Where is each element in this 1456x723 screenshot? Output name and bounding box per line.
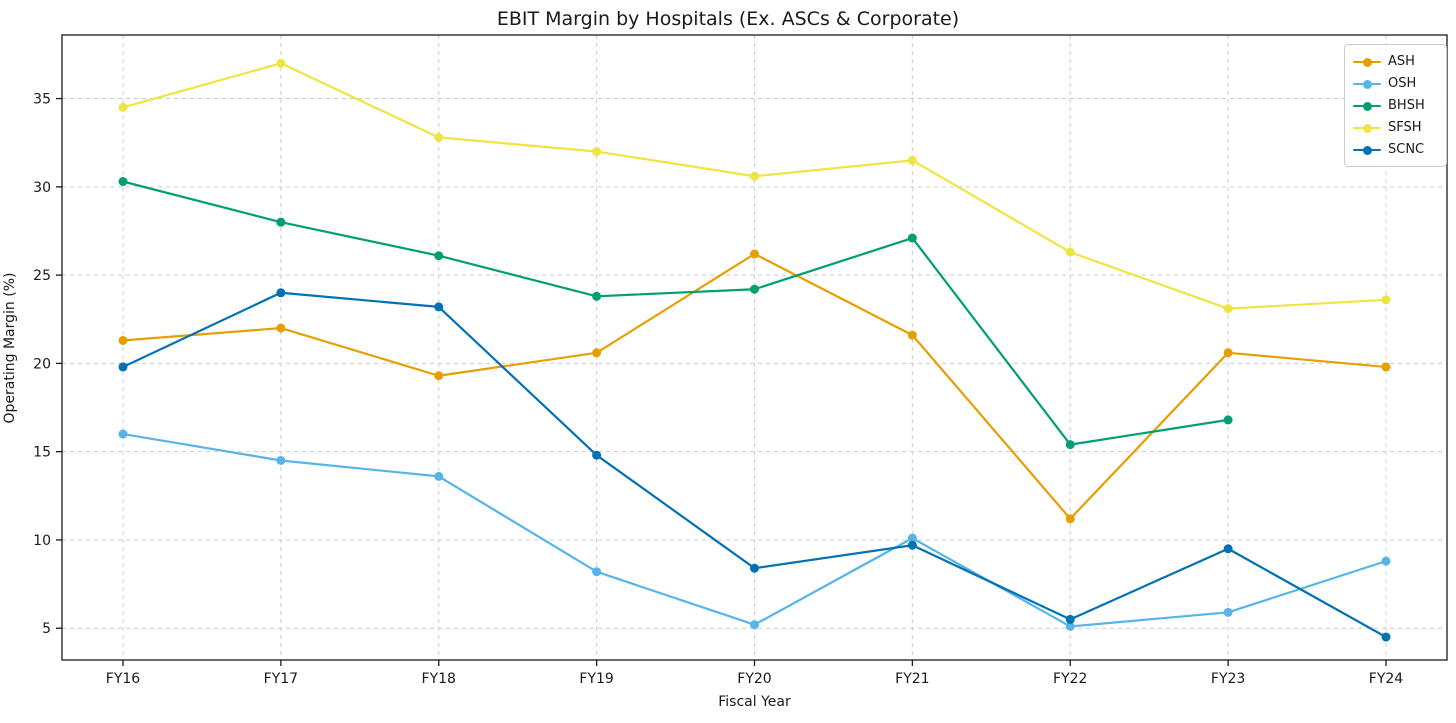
series-marker-ASH-FY22 bbox=[1065, 514, 1075, 524]
series-marker-BHSH-FY20 bbox=[750, 284, 759, 294]
series-marker-SCNC-FY20 bbox=[750, 563, 759, 573]
legend: ASH OSH BHSH SFSH SCNC bbox=[1344, 44, 1447, 167]
x-tick-label: FY17 bbox=[264, 671, 298, 687]
legend-swatch-icon bbox=[1353, 101, 1381, 111]
x-tick-label: FY19 bbox=[579, 671, 613, 687]
series-marker-SFSH-FY23 bbox=[1223, 304, 1233, 314]
legend-item-SCNC: SCNC bbox=[1353, 139, 1438, 161]
x-tick-label: FY23 bbox=[1211, 671, 1245, 687]
series-marker-SFSH-FY18 bbox=[434, 132, 444, 142]
series-marker-BHSH-FY21 bbox=[907, 233, 917, 243]
series-marker-OSH-FY24 bbox=[1381, 556, 1391, 566]
legend-item-SFSH: SFSH bbox=[1353, 117, 1438, 139]
series-line-SCNC bbox=[122, 291, 1387, 639]
series-marker-SFSH-FY24 bbox=[1381, 295, 1391, 305]
legend-label: BHSH bbox=[1388, 98, 1425, 113]
y-tick-label: 15 bbox=[33, 445, 51, 461]
series-marker-SCNC-FY17 bbox=[276, 288, 286, 298]
y-tick-label: 20 bbox=[33, 356, 51, 372]
series-line-BHSH bbox=[122, 180, 1229, 446]
x-tick-label: FY22 bbox=[1053, 671, 1087, 687]
series-marker-SCNC-FY24 bbox=[1381, 632, 1391, 642]
legend-item-BHSH: BHSH bbox=[1353, 95, 1438, 117]
y-tick-label: 5 bbox=[42, 621, 51, 637]
legend-swatch-icon bbox=[1353, 145, 1381, 155]
series-marker-ASH-FY21 bbox=[907, 330, 917, 340]
x-tick-label: FY18 bbox=[422, 671, 456, 687]
series-marker-ASH-FY17 bbox=[276, 323, 286, 333]
series-marker-ASH-FY23 bbox=[1223, 348, 1233, 358]
y-tick-label: 35 bbox=[33, 92, 51, 108]
series-marker-SCNC-FY19 bbox=[592, 450, 602, 460]
y-axis-label: Operating Margin (%) bbox=[2, 272, 18, 424]
x-tick-label: FY21 bbox=[895, 671, 929, 687]
legend-label: ASH bbox=[1388, 54, 1415, 69]
legend-item-OSH: OSH bbox=[1353, 73, 1438, 95]
series-marker-OSH-FY23 bbox=[1223, 607, 1233, 617]
series-marker-ASH-FY16 bbox=[118, 335, 128, 345]
series-marker-SFSH-FY21 bbox=[907, 155, 917, 165]
x-tick-label: FY16 bbox=[106, 671, 141, 687]
x-tick-label: FY24 bbox=[1369, 671, 1404, 687]
series-marker-SCNC-FY22 bbox=[1065, 614, 1075, 624]
series-marker-SFSH-FY20 bbox=[750, 171, 759, 181]
y-tick-label: 25 bbox=[33, 268, 51, 284]
series-marker-OSH-FY22 bbox=[1065, 621, 1075, 631]
series-marker-SFSH-FY22 bbox=[1065, 247, 1075, 257]
series-marker-ASH-FY19 bbox=[592, 348, 602, 358]
series-marker-SFSH-FY17 bbox=[276, 58, 286, 68]
series-marker-BHSH-FY22 bbox=[1065, 440, 1075, 450]
x-tick-label: FY20 bbox=[737, 671, 771, 687]
legend-label: OSH bbox=[1388, 76, 1417, 91]
series-marker-SCNC-FY16 bbox=[118, 362, 128, 372]
legend-swatch-icon bbox=[1353, 57, 1381, 67]
legend-label: SFSH bbox=[1388, 120, 1422, 135]
series-marker-BHSH-FY23 bbox=[1223, 415, 1233, 425]
x-axis-label: Fiscal Year bbox=[718, 694, 791, 710]
legend-item-ASH: ASH bbox=[1353, 51, 1438, 73]
series-marker-SCNC-FY23 bbox=[1223, 544, 1233, 554]
series-marker-ASH-FY24 bbox=[1381, 362, 1391, 372]
legend-swatch-icon bbox=[1353, 79, 1381, 89]
series-marker-ASH-FY20 bbox=[750, 249, 759, 259]
series-marker-OSH-FY21 bbox=[907, 533, 917, 543]
series-marker-BHSH-FY16 bbox=[118, 177, 128, 187]
legend-label: SCNC bbox=[1388, 142, 1425, 157]
chart-title: EBIT Margin by Hospitals (Ex. ASCs & Cor… bbox=[496, 8, 960, 30]
series-marker-OSH-FY20 bbox=[750, 620, 759, 630]
legend-swatch-icon bbox=[1353, 123, 1381, 133]
series-marker-SFSH-FY16 bbox=[118, 102, 128, 112]
series-marker-ASH-FY18 bbox=[434, 371, 444, 381]
series-marker-BHSH-FY19 bbox=[592, 291, 602, 301]
series-marker-SFSH-FY19 bbox=[592, 147, 602, 157]
series-marker-OSH-FY18 bbox=[434, 471, 444, 481]
series-marker-BHSH-FY17 bbox=[276, 217, 286, 227]
series-marker-SCNC-FY21 bbox=[907, 540, 917, 550]
series-marker-BHSH-FY18 bbox=[434, 251, 444, 261]
series-marker-OSH-FY17 bbox=[276, 455, 286, 465]
series-marker-OSH-FY19 bbox=[592, 567, 602, 577]
series-marker-OSH-FY16 bbox=[118, 429, 128, 439]
y-tick-label: 10 bbox=[33, 533, 51, 549]
y-tick-label: 30 bbox=[33, 180, 51, 196]
series-marker-SCNC-FY18 bbox=[434, 302, 444, 312]
